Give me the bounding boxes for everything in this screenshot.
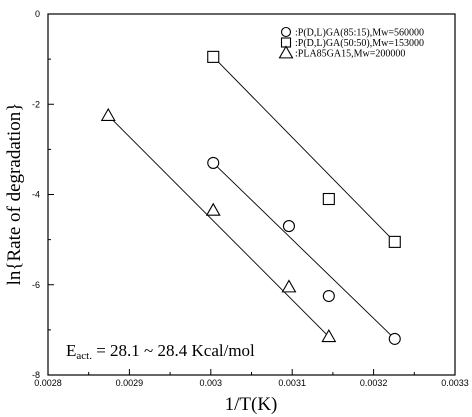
data-point-square (388, 235, 401, 248)
data-point-circle (388, 332, 401, 345)
y-tick-label: -2 (32, 99, 40, 109)
y-tick-label: -8 (32, 370, 40, 380)
legend-entry: :P(D,L)GA(85:15),Mw=560000 (295, 28, 424, 39)
data-points (100, 50, 401, 345)
data-point-triangle (100, 107, 116, 121)
x-ticks: 0.0028 0.0029 0.003 0.0031 0.0032 0.0033 (34, 369, 469, 388)
y-tick-label: -6 (32, 280, 40, 290)
data-point-triangle (281, 279, 297, 293)
x-tick-label: 0.0031 (278, 378, 306, 388)
annotation-main: E (66, 341, 76, 360)
legend-entry: :PLA85GA15,Mw=200000 (295, 49, 405, 60)
data-point-triangle (321, 329, 337, 343)
plot-frame (47, 13, 456, 376)
legend-marker-triangle (278, 45, 294, 59)
y-tick-label: -4 (32, 190, 40, 200)
data-point-circle (207, 156, 220, 169)
y-axis-label: ln{Rate of degradation} (4, 103, 25, 286)
data-point-circle (282, 220, 295, 233)
data-point-triangle (205, 202, 221, 216)
data-point-square (322, 192, 335, 206)
fit-line-triangle (107, 115, 330, 337)
x-tick-label: 0.0032 (360, 378, 388, 388)
legend: :P(D,L)GA(85:15),Mw=560000:P(D,L)GA(50:5… (278, 26, 424, 60)
legend-entry: :P(D,L)GA(50:50),Mw=153000 (295, 38, 424, 49)
data-point-square (207, 50, 220, 63)
x-axis-label: 1/T(K) (225, 394, 278, 415)
annotation-subscript: act. (76, 350, 92, 362)
x-tick-label: 0.003 (200, 378, 223, 388)
legend-marker-circle (280, 26, 292, 38)
x-tick-label: 0.0029 (116, 378, 144, 388)
x-tick-label: 0.0028 (34, 378, 62, 388)
annotation-rest: = 28.1 ~ 28.4 Kcal/mol (92, 341, 255, 360)
data-point-circle (322, 289, 335, 303)
fit-line-square (212, 56, 396, 243)
x-tick-label: 0.0033 (441, 378, 469, 388)
activation-energy-annotation: Eact. = 28.1 ~ 28.4 Kcal/mol (66, 341, 255, 362)
y-ticks: 0 -2 -4 -6 -8 (32, 9, 54, 380)
y-tick-label: 0 (35, 9, 40, 19)
fit-line-circle (212, 162, 396, 340)
fit-lines (107, 56, 396, 340)
